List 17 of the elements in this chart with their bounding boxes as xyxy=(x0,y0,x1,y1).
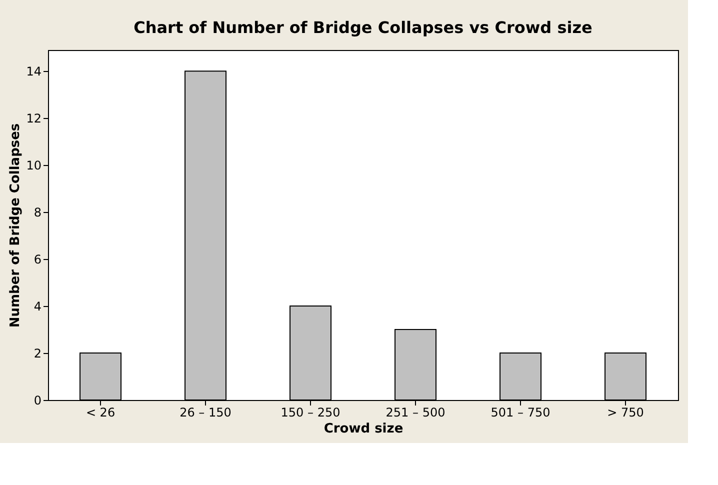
y-tick-label: 8 xyxy=(34,206,42,220)
y-tick-label: 2 xyxy=(34,346,42,361)
y-tick-label: 4 xyxy=(34,300,42,314)
x-axis-title: Crowd size xyxy=(324,422,404,436)
x-tick-label: < 26 xyxy=(86,406,116,420)
x-tick-label: 150 – 250 xyxy=(280,406,340,420)
y-tick-label: 12 xyxy=(26,112,42,126)
y-tick-label: 6 xyxy=(34,252,42,267)
x-tick-label: 26 – 150 xyxy=(180,406,232,420)
x-tick-label: > 750 xyxy=(607,406,644,420)
y-tick-label: 10 xyxy=(26,158,42,173)
x-tick-label: 251 – 500 xyxy=(386,406,446,420)
y-tick-label: 14 xyxy=(26,64,42,79)
chart-title: Chart of Number of Bridge Collapses vs Crowd size xyxy=(134,18,593,37)
x-tick-label: 501 – 750 xyxy=(490,406,550,420)
y-tick-label: 0 xyxy=(34,394,42,408)
y-axis-title: Number of Bridge Collapses xyxy=(8,123,24,328)
